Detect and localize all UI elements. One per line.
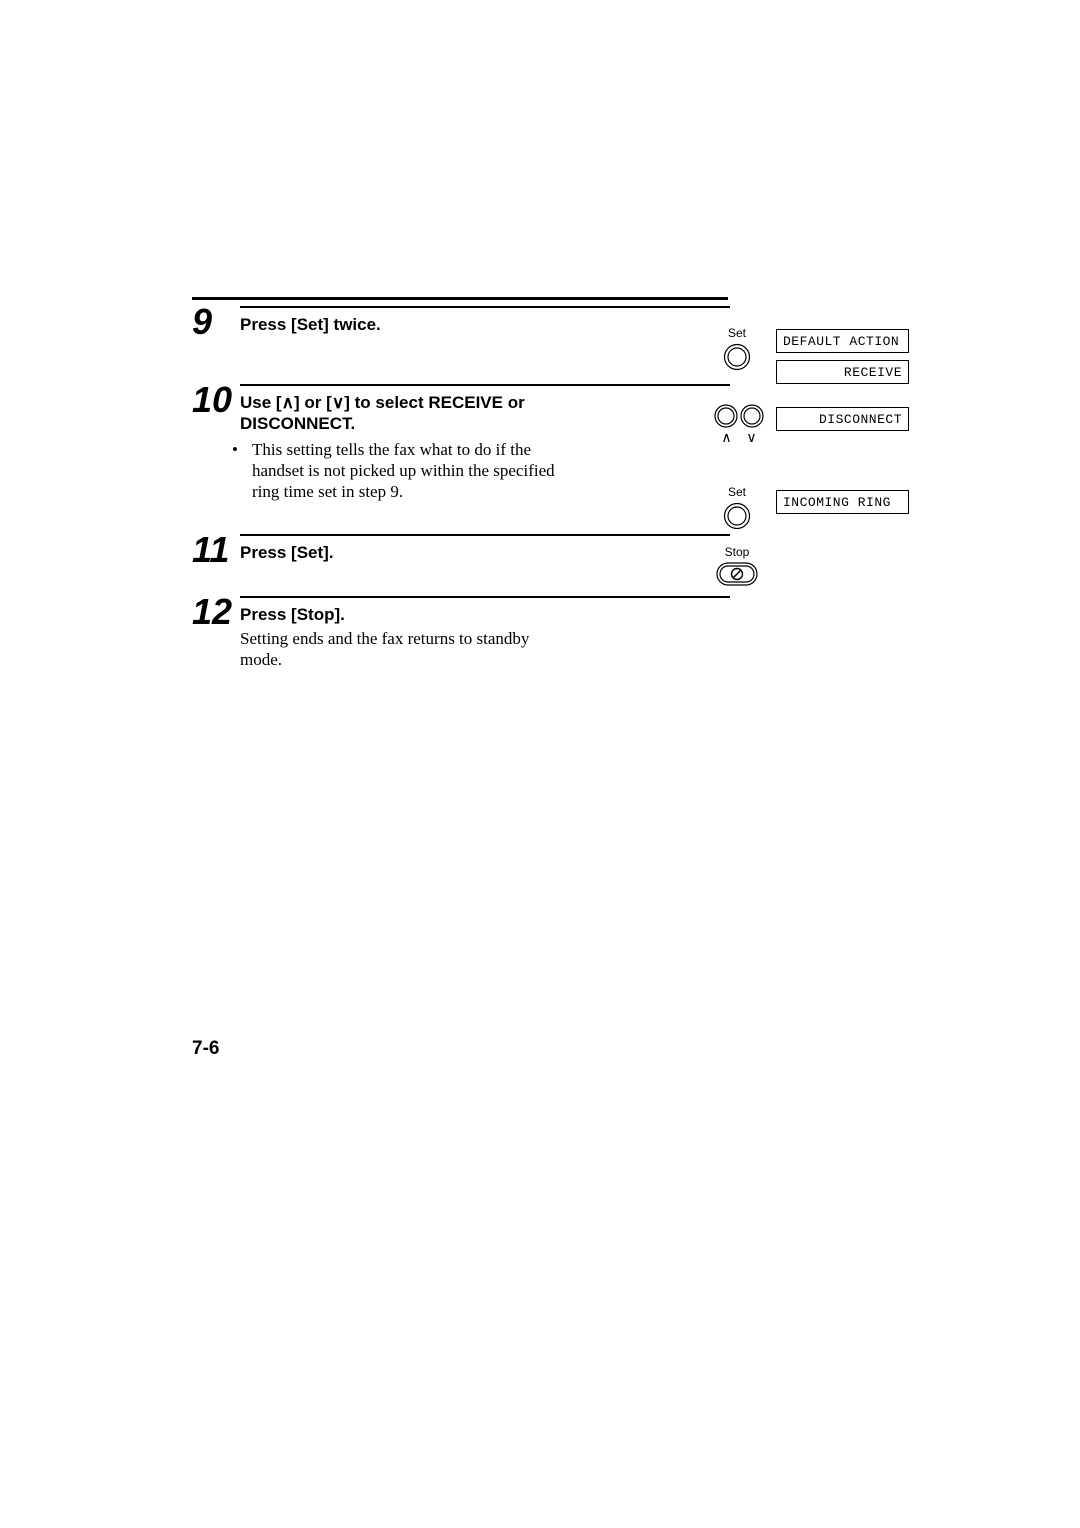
lcd-display: DISCONNECT [776,407,909,431]
nav-circles-icon [714,404,764,428]
step-title: Press [Set] twice. [240,314,540,335]
step-body: Press [Set]. [240,534,892,563]
step-subtext: Setting ends and the fax returns to stan… [240,628,570,671]
icon-label: Stop [715,545,759,559]
lcd-display: DEFAULT ACTION [776,329,909,353]
lcd-text: DISCONNECT [819,412,902,427]
page-number: 7-6 [192,1038,219,1060]
step-body: Use [∧] or [∨] to select RECEIVE or DISC… [240,384,892,502]
up-caret-icon: ∧ [282,393,294,412]
lcd-text: INCOMING RING [783,495,891,510]
note-text: This setting tells the fax what to do if… [252,440,555,502]
step-title: Press [Set]. [240,542,540,563]
icon-label: Set [717,326,757,340]
set-button-graphic: Set [717,326,757,371]
set-button-icon [723,343,751,371]
down-caret-icon: ∨ [746,430,756,447]
set-button-graphic: Set [717,485,757,530]
stop-button-graphic: Stop [715,545,759,586]
step-title: Press [Stop]. [240,604,540,625]
step-number: 11 [192,532,240,568]
set-button-icon [723,502,751,530]
manual-page: 9 Press [Set] twice. 10 Use [∧] or [∨] t… [0,0,1080,1528]
title-part: ] or [ [294,393,332,412]
bullet-icon: • [242,439,252,460]
step-title: Use [∧] or [∨] to select RECEIVE or DISC… [240,392,540,435]
icon-label: Set [717,485,757,499]
step-rule [240,596,730,598]
step-number: 12 [192,594,240,630]
step-number: 9 [192,304,240,340]
title-part: Use [ [240,393,282,412]
step-rule [240,384,730,386]
lcd-display: INCOMING RING [776,490,909,514]
step-rule [240,534,730,536]
lcd-text: DEFAULT ACTION [783,334,899,349]
step-body: Press [Stop]. Setting ends and the fax r… [240,596,892,670]
lcd-text: RECEIVE [844,365,902,380]
lcd-display: RECEIVE [776,360,909,384]
up-caret-icon: ∧ [721,430,731,447]
nav-caret-row: ∧ ∨ [714,430,764,447]
step-number: 10 [192,382,240,418]
step-10: 10 Use [∧] or [∨] to select RECEIVE or D… [192,384,892,502]
step-11: 11 Press [Set]. [192,534,892,570]
step-12: 12 Press [Stop]. Setting ends and the fa… [192,596,892,670]
step-rule [240,306,730,308]
nav-buttons-graphic: ∧ ∨ [713,404,765,447]
stop-button-icon [716,562,758,586]
section-divider [192,297,728,300]
step-note: •This setting tells the fax what to do i… [240,439,562,503]
down-caret-icon: ∨ [332,393,344,412]
